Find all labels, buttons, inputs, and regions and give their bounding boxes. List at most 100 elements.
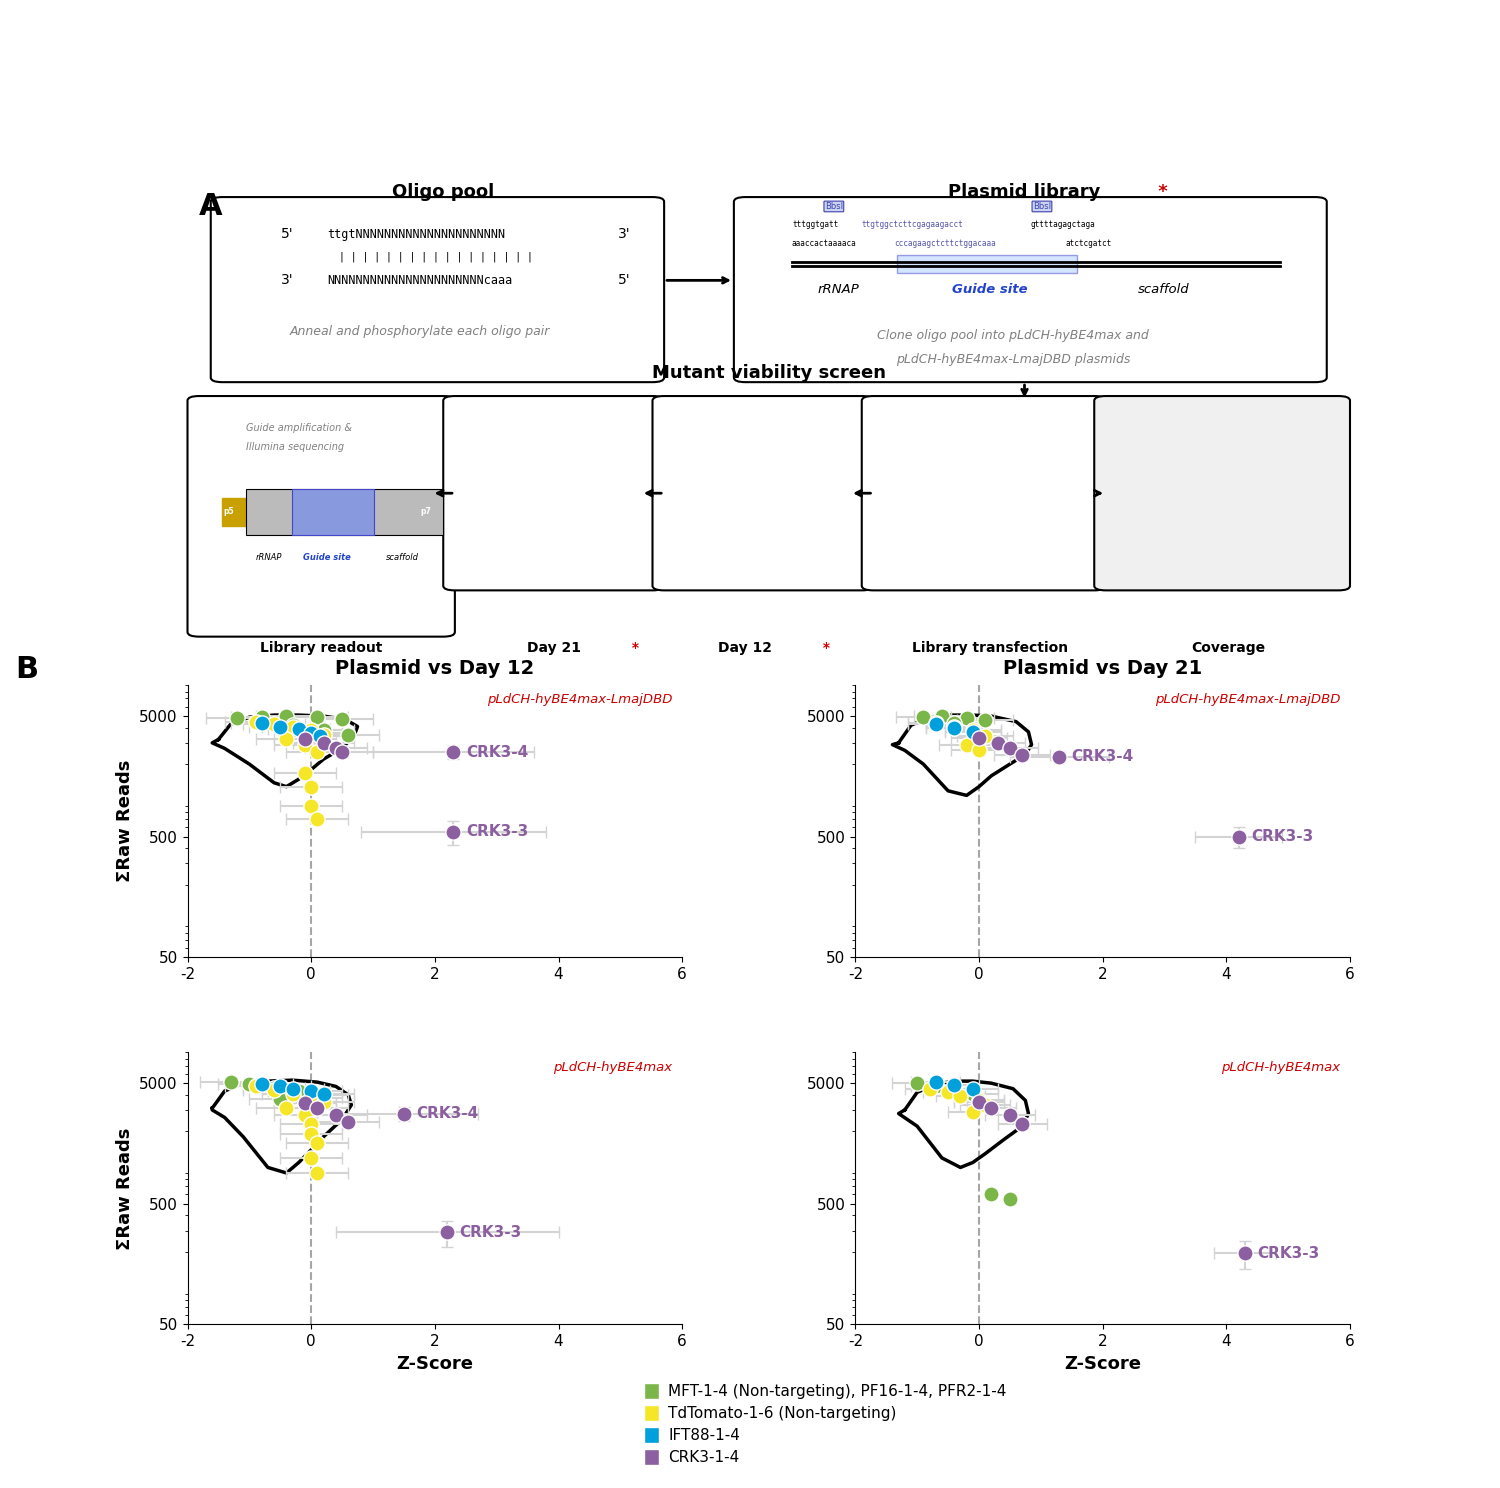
Point [243,1074,267,1098]
Point [306,741,330,765]
Point [306,705,330,729]
Point [292,1104,316,1128]
Text: Clone oligo pool into pLdCH-hyBE4max and: Clone oligo pool into pLdCH-hyBE4max and [878,329,1149,342]
Point [298,1079,322,1103]
Text: CRK3-3: CRK3-3 [1251,829,1314,844]
Text: atctcgatct: atctcgatct [1065,240,1112,248]
Text: CRK3-4: CRK3-4 [417,1106,478,1120]
Point [441,820,465,844]
Point [924,713,948,737]
Point [324,1104,348,1128]
Point [306,806,330,830]
Text: ttgtggctcttcgagaagacct: ttgtggctcttcgagaagacct [861,220,963,229]
Point [962,1100,986,1123]
Point [312,723,336,747]
Point [974,708,998,732]
Bar [222,498,246,525]
Point [942,711,966,735]
Point [980,1183,1004,1207]
Point [392,1101,416,1125]
Text: | | | | | | | | | | | | | | | | |: | | | | | | | | | | | | | | | | | [339,251,538,262]
Point [298,722,322,745]
Point [306,1097,330,1120]
Y-axis label: ΣRaw Reads: ΣRaw Reads [116,760,134,882]
Text: Oligo pool: Oligo pool [392,183,495,201]
Point [292,728,316,751]
Text: BbsI: BbsI [825,202,843,211]
Point [249,711,273,735]
Point [249,1073,273,1097]
Title: Plasmid vs Day 12: Plasmid vs Day 12 [334,659,534,679]
FancyBboxPatch shape [652,396,873,591]
Point [924,1074,948,1098]
Text: p5: p5 [224,507,234,516]
Text: Illumina sequencing: Illumina sequencing [246,442,344,452]
Point [312,719,336,743]
Text: Guide site: Guide site [952,283,1028,296]
Point [292,732,316,756]
Point [298,1122,322,1146]
Point [936,1080,960,1104]
Text: scaffold: scaffold [386,554,418,562]
Point [298,719,322,743]
Bar [414,498,438,525]
Text: BbsI: BbsI [1034,202,1052,211]
Point [1233,1241,1257,1265]
Point [962,1082,986,1106]
Point [280,1082,304,1106]
Point [954,707,978,731]
Point [286,1079,310,1103]
Point [336,723,360,747]
Text: ttgtNNNNNNNNNNNNNNNNNNNNN: ttgtNNNNNNNNNNNNNNNNNNNNN [327,228,506,241]
Point [930,704,954,728]
Text: Day 21: Day 21 [526,641,580,655]
Text: rRNAP: rRNAP [255,554,282,562]
Text: *: * [818,641,830,655]
Point [312,1091,336,1115]
Text: A: A [200,192,222,222]
FancyBboxPatch shape [1094,396,1350,591]
Point [1011,743,1035,766]
Point [306,1083,330,1107]
Point [268,714,292,738]
Point [298,1086,322,1110]
Point [974,725,998,748]
Text: rRNAP: rRNAP [818,283,860,296]
Bar [897,254,1077,274]
Legend: MFT-1-4 (Non-targeting), PF16-1-4, PFR2-1-4, TdTomato-1-6 (Non-targeting), IFT88: MFT-1-4 (Non-targeting), PF16-1-4, PFR2-… [644,1384,1006,1466]
Point [274,1097,298,1120]
Point [280,713,304,737]
Point [249,705,273,729]
Title: Plasmid vs Day 21: Plasmid vs Day 21 [1004,659,1203,679]
Text: CRK3-4: CRK3-4 [1071,750,1134,765]
Text: p7: p7 [420,507,432,516]
Point [912,705,936,729]
Point [298,795,322,818]
Text: 3': 3' [618,228,630,241]
Text: Mutant viability screen: Mutant viability screen [651,365,885,382]
Point [924,1070,948,1094]
Point [298,1146,322,1170]
Point [280,1077,304,1101]
Point [942,1077,966,1101]
Point [306,1161,330,1184]
Point [962,720,986,744]
Point [309,725,333,748]
Point [1047,745,1071,769]
Point [324,737,348,760]
Point [262,713,286,737]
Text: pLdCH-hyBE4max: pLdCH-hyBE4max [1221,1061,1340,1073]
Point [948,1085,972,1109]
Text: pLdCH-hyBE4max: pLdCH-hyBE4max [554,1061,672,1073]
Point [274,704,298,728]
FancyBboxPatch shape [861,396,1106,591]
Text: 5': 5' [618,274,630,287]
Text: pLdCH-hyBE4max-LmajDBD plasmids: pLdCH-hyBE4max-LmajDBD plasmids [896,353,1130,366]
Point [1011,1112,1035,1135]
Text: pLdCH-hyBE4max-LmajDBD: pLdCH-hyBE4max-LmajDBD [488,693,672,707]
Point [292,760,316,784]
Text: Day 12: Day 12 [718,641,772,655]
Text: gttttagagctaga: gttttagagctaga [1030,220,1095,229]
X-axis label: Z-Score: Z-Score [396,1354,474,1372]
Point [312,731,336,754]
